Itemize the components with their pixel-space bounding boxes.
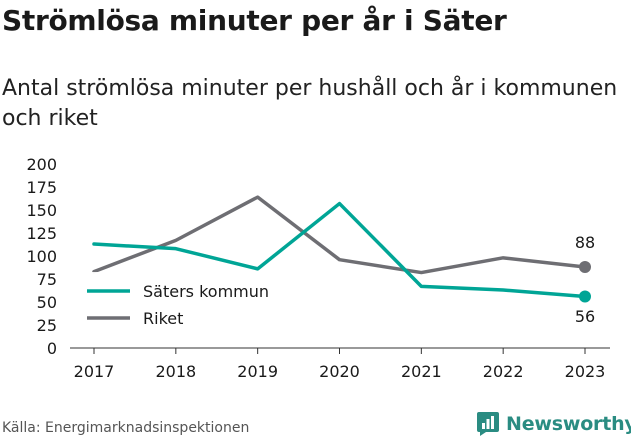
- chart-title: Strömlösa minuter per år i Säter: [2, 4, 507, 37]
- y-tick-label: 0: [47, 339, 57, 358]
- x-tick-label: 2023: [565, 362, 606, 381]
- y-tick-label: 75: [37, 270, 57, 289]
- y-axis: 0 25 50 75 100 125 150 175 200: [26, 155, 57, 358]
- x-tick-label: 2020: [319, 362, 360, 381]
- x-tick-label: 2022: [483, 362, 524, 381]
- y-tick-label: 100: [26, 247, 57, 266]
- y-tick-label: 25: [37, 316, 57, 335]
- brand: Newsworthy: [476, 409, 631, 439]
- x-tick-label: 2021: [401, 362, 442, 381]
- legend: Säters kommun Riket: [76, 272, 291, 328]
- series-end-point: [579, 261, 591, 274]
- series-lines: [92, 195, 591, 303]
- brand-name: Newsworthy: [506, 413, 631, 435]
- x-tick-label: 2017: [74, 362, 115, 381]
- source-note: Källa: Energimarknadsinspektionen: [2, 420, 250, 436]
- y-tick-label: 150: [26, 201, 57, 220]
- y-tick-label: 50: [37, 293, 57, 312]
- y-tick-label: 125: [26, 224, 57, 243]
- series-end-point: [579, 290, 591, 303]
- x-tick-label: 2019: [237, 362, 278, 381]
- end-label-saters: 56: [575, 307, 595, 326]
- legend-label: Riket: [143, 309, 183, 328]
- legend-label: Säters kommun: [143, 282, 269, 301]
- end-labels: 88 56: [575, 233, 595, 326]
- y-tick-label: 175: [26, 178, 57, 197]
- series-line: [92, 201, 587, 299]
- newsworthy-logo-icon: [477, 412, 499, 436]
- x-tick-label: 2018: [155, 362, 196, 381]
- chart-subtitle: Antal strömlösa minuter per hushåll och …: [2, 76, 618, 131]
- series-line: [92, 195, 587, 275]
- y-tick-label: 200: [26, 155, 57, 174]
- x-axis: 2017 2018 2019 2020 2021 2022 2023: [70, 347, 610, 381]
- end-label-riket: 88: [575, 233, 595, 252]
